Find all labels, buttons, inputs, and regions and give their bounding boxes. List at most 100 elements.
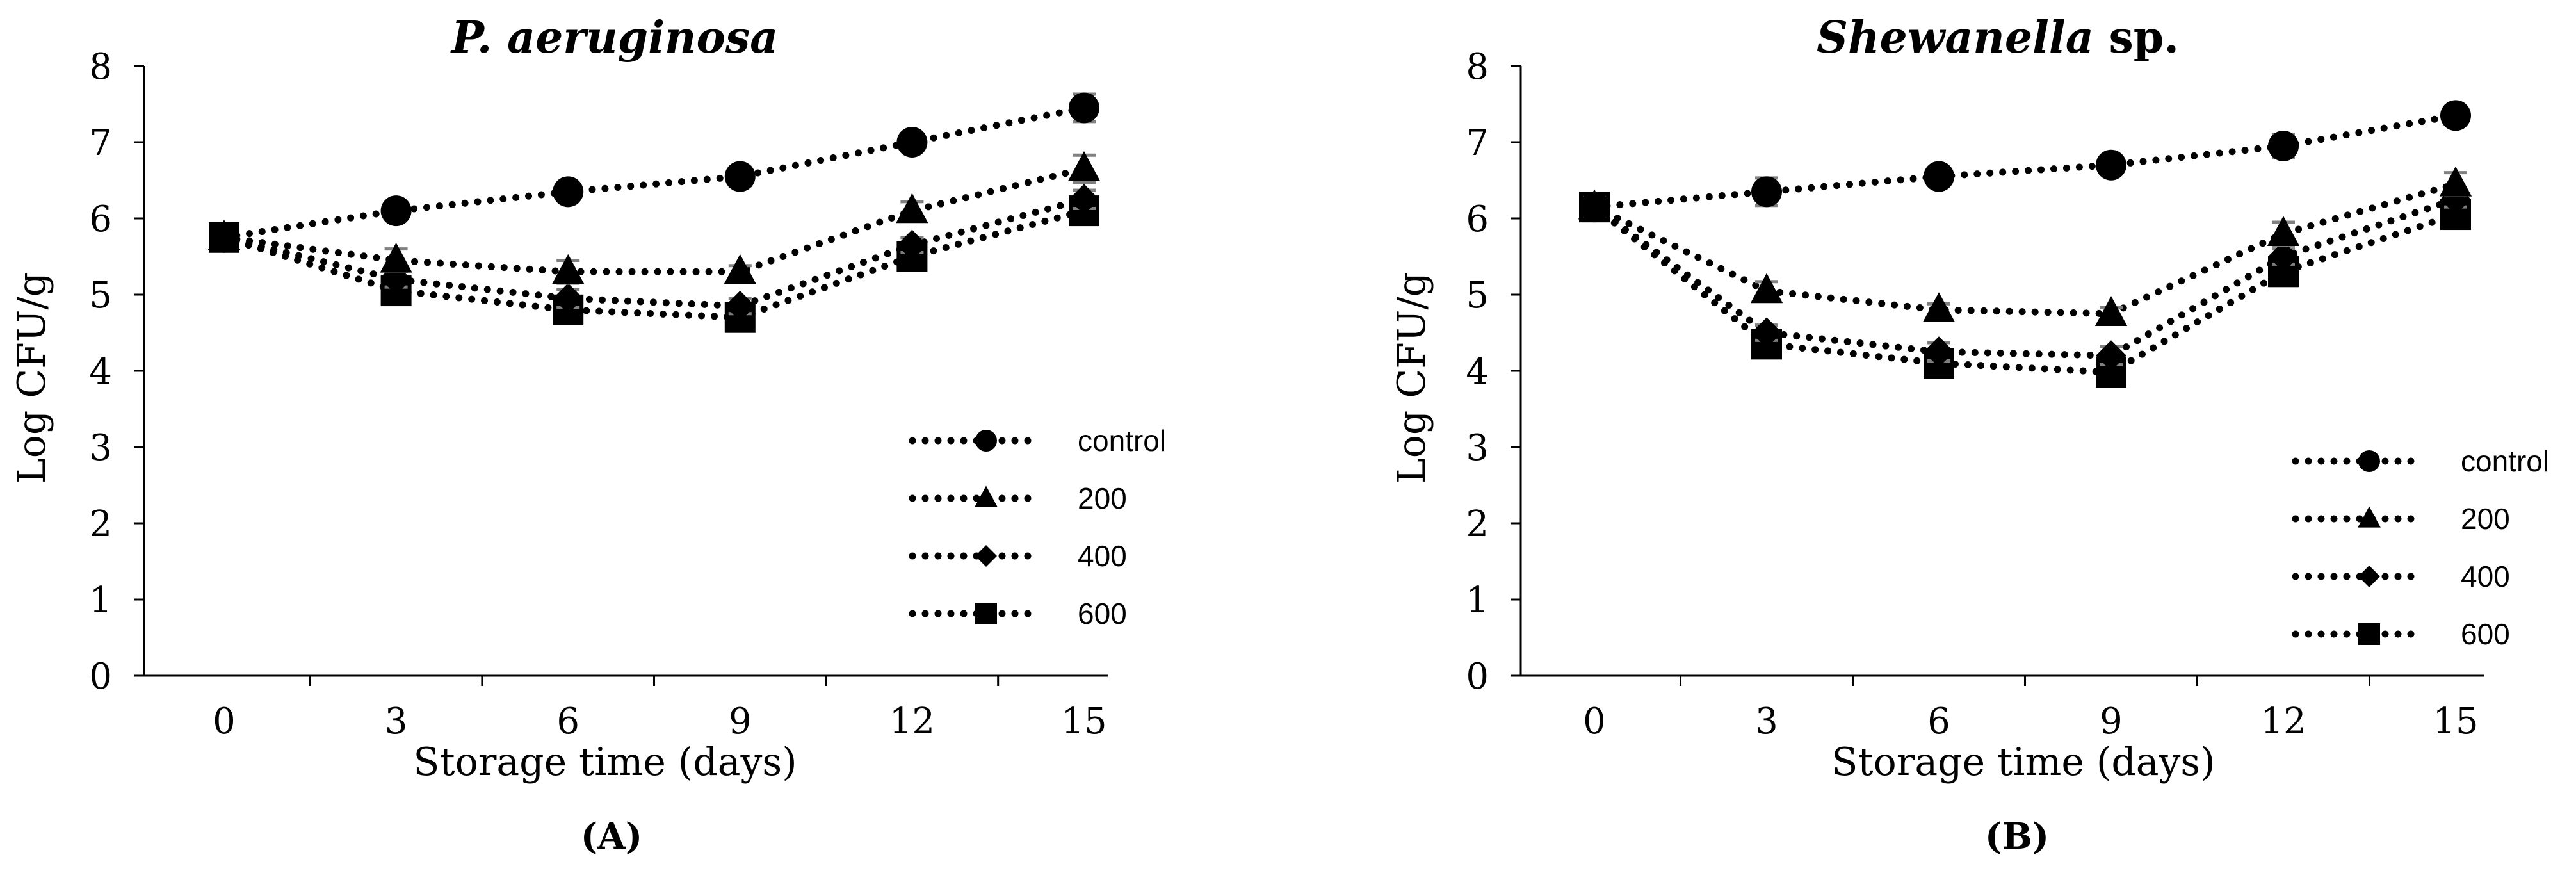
legend-marker-control [2358,450,2380,472]
data-point-400 [896,229,928,261]
legend-marker-600 [975,603,997,624]
data-point-control [1751,176,1782,208]
data-point-control [380,195,412,227]
legend-entry-label: control [2461,445,2549,478]
data-point-200 [380,242,412,273]
legend-marker-200 [2358,506,2381,528]
panel-label: (B) [1985,815,2049,858]
y-tick-label: 6 [1466,199,1489,240]
y-tick-label: 7 [1466,122,1489,164]
x-tick-label: 9 [729,701,752,742]
chart-title: P. aeruginosa [450,12,778,63]
data-point-400 [2096,340,2126,371]
x-tick-label: 15 [1061,701,1106,742]
series-line-200 [1591,180,2459,318]
data-point-control [2096,149,2126,181]
data-point-200 [724,254,756,284]
panel-label: (A) [581,815,642,858]
x-tick-label: 3 [1755,701,1778,742]
y-tick-label: 1 [89,580,112,621]
chart-title-part: Shewanella [1817,12,2094,63]
data-point-control [2268,130,2299,161]
y-tick-label: 6 [89,199,112,240]
series-line-control [1591,111,2459,211]
x-tick-label: 9 [2100,701,2123,742]
chart-title-part: sp. [2094,12,2179,63]
legend: control 200 400 600 [2292,445,2549,651]
data-point-200 [2439,166,2472,197]
chart-title: Shewanella sp. [1817,12,2179,63]
x-tick-label: 3 [385,701,408,742]
y-tick-label: 0 [1466,656,1489,698]
series-line-600 [1591,203,2459,376]
y-tick-label: 7 [89,122,112,164]
y-tick-label: 8 [89,46,112,88]
legend-entry-label: 600 [1078,597,1127,630]
series-group [1578,100,2472,388]
y-axis-label: Log CFU/g [10,272,54,484]
y-tick-label: 4 [1466,351,1489,393]
data-point-control [1579,192,1610,223]
data-point-200 [552,254,585,284]
y-tick-label: 4 [89,351,112,393]
data-point-400 [724,290,756,322]
y-tick-label: 1 [1466,580,1489,621]
x-tick-label: 12 [889,701,935,742]
legend-marker-200 [975,485,998,507]
legend-entry-label: 200 [1078,482,1127,515]
data-point-400 [1924,336,1954,368]
x-tick-label: 12 [2260,701,2306,742]
data-point-400 [1069,184,1099,215]
legend-marker-400 [975,545,997,567]
data-point-200 [2094,296,2128,326]
data-point-400 [1751,317,1782,348]
legend: control 200 400 600 [909,424,1166,630]
data-point-200 [1067,151,1101,181]
data-point-200 [2267,216,2300,246]
y-axis-label: Log CFU/g [1389,272,1434,484]
legend-marker-400 [2358,566,2380,587]
data-point-control [896,127,928,158]
legend-entry-label: 600 [2461,617,2510,651]
x-axis-label: Storage time (days) [1831,740,2215,785]
legend-entry-label: 400 [2461,560,2510,593]
data-point-400 [2268,241,2299,272]
data-point-control [724,161,756,192]
y-tick-label: 3 [1466,427,1489,469]
data-point-control [1924,161,1954,192]
legend-marker-600 [2358,623,2380,645]
data-point-control [209,222,239,253]
y-tick-label: 5 [1466,275,1489,316]
data-point-200 [896,193,928,224]
data-point-200 [1750,273,1783,304]
legend-marker-control [975,430,997,452]
series-line-400 [220,195,1088,310]
y-tick-label: 5 [89,275,112,316]
y-tick-label: 2 [1466,503,1489,545]
legend-entry-label: 400 [1078,539,1127,573]
y-tick-label: 0 [89,656,112,698]
series-line-control [220,104,1088,241]
series-group [207,92,1101,333]
x-tick-label: 15 [2433,701,2478,742]
x-axis-label: Storage time (days) [413,740,797,785]
y-tick-label: 3 [89,427,112,469]
data-point-200 [1922,292,1956,322]
legend-entry-label: 200 [2461,502,2510,535]
chart-title-part: P. aeruginosa [450,12,778,63]
series-line-200 [220,165,1088,275]
x-tick-label: 0 [213,701,236,742]
legend-entry-label: control [1078,424,1166,457]
y-tick-label: 2 [89,503,112,545]
x-tick-label: 6 [1927,701,1950,742]
data-point-control [553,176,584,208]
data-point-400 [553,282,584,314]
x-tick-label: 6 [556,701,579,742]
data-point-control [2440,100,2471,131]
y-tick-label: 8 [1466,46,1489,88]
series-line-400 [1591,195,2459,359]
x-tick-label: 0 [1583,701,1606,742]
